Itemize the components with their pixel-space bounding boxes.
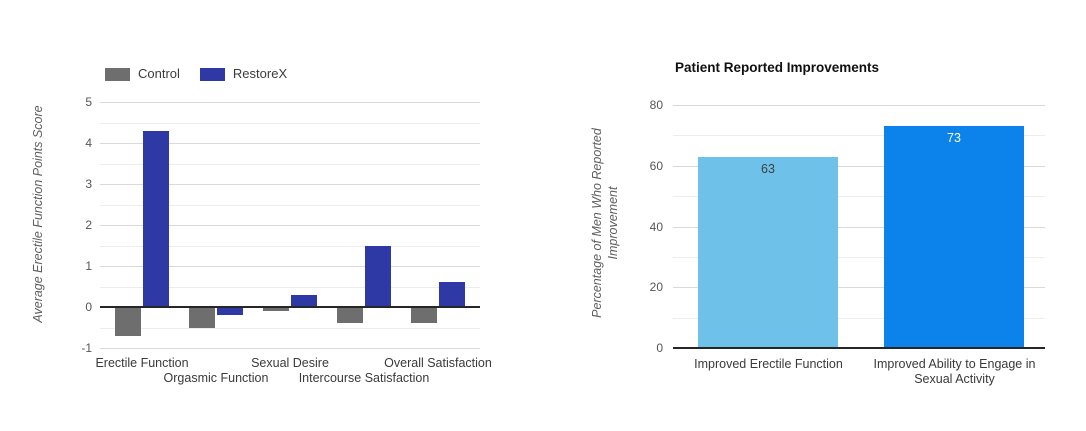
gridline-y-70 — [673, 135, 1045, 137]
y-tick-label-0: 0 — [656, 341, 663, 355]
y-tick-label-40: 40 — [649, 219, 663, 234]
x-category-label-intercourse-satisfaction: Intercourse Satisfaction — [298, 371, 430, 385]
x-category-label-orgasmic-function: Orgasmic Function — [163, 371, 269, 385]
x-category-label-improved-erectile-function: Improved Erectile Function — [694, 357, 843, 371]
bar-restorex-sexual-desire — [291, 294, 317, 307]
x-category-label-erectile-function: Erectile Function — [95, 356, 189, 370]
y-tick-label-1: 1 — [85, 259, 92, 273]
y-tick-label-3: 3 — [85, 177, 92, 191]
bar-value-label-improved-ability-to-engage-in-sexual-activity: 73 — [947, 131, 961, 146]
y-tick-label-60: 60 — [649, 158, 663, 173]
gridline-y-4.5 — [100, 122, 480, 124]
gridline-y-5 — [100, 102, 480, 103]
gridline-y-50 — [673, 196, 1045, 198]
bar-control-intercourse-satisfaction — [337, 307, 363, 324]
y-tick-label-20: 20 — [649, 280, 663, 295]
bar-improved-ability-to-engage-in-sexual-activity — [884, 126, 1024, 348]
legend-item-control: Control — [105, 66, 180, 82]
x-category-label-overall-satisfaction: Overall Satisfaction — [384, 356, 492, 370]
gridline-y-1 — [100, 266, 480, 267]
y-tick-label-2: 2 — [85, 218, 92, 232]
y-tick-label-5: 5 — [85, 95, 92, 109]
y-tick-label-80: 80 — [649, 98, 663, 112]
y-tick-label--1: -1 — [81, 341, 92, 355]
patient-improvements-chart: Patient Reported Improvements Percentage… — [543, 0, 1086, 431]
legend-item-restorex: RestoreX — [199, 66, 288, 82]
bar-restorex-overall-satisfaction — [439, 282, 465, 307]
gridline-y-4 — [100, 143, 480, 144]
bar-value-label-improved-erectile-function: 63 — [761, 161, 775, 176]
bar-control-sexual-desire — [263, 307, 289, 312]
gridline-y-0.5 — [100, 286, 480, 288]
bar-control-erectile-function — [115, 307, 141, 336]
gridline-y-10 — [673, 317, 1045, 319]
gridline-y-1.5 — [100, 245, 480, 247]
x-category-label-improved-ability-to-engage-in-sexual-activity: Improved Ability to Engage in Sexual Act… — [873, 357, 1036, 386]
legend-label-restorex: RestoreX — [232, 66, 288, 81]
gridline-y-2.5 — [100, 204, 480, 206]
bar-improved-erectile-function — [698, 156, 838, 348]
legend: Control RestoreX — [105, 66, 287, 82]
x-category-label-sexual-desire: Sexual Desire — [251, 356, 329, 370]
y-tick-label-0: 0 — [85, 300, 92, 314]
bar-control-orgasmic-function — [189, 307, 215, 328]
plot-area-left: -1 0 1 2 3 4 5 Erectile Function Orgasmic Functi… — [81, 95, 492, 385]
x-axis-baseline — [673, 347, 1045, 349]
gridline-y-3.5 — [100, 163, 480, 165]
gridline-y-3 — [100, 184, 480, 185]
bar-restorex-erectile-function — [143, 130, 169, 307]
control-color-swatch — [105, 67, 130, 81]
bar-restorex-orgasmic-function — [217, 307, 243, 316]
gridline-y--1 — [100, 348, 480, 349]
gridline-y-40 — [673, 226, 1045, 228]
chart-title: Patient Reported Improvements — [675, 60, 880, 75]
gridline-y-80 — [673, 105, 1045, 106]
iief-score-change-chart: Control RestoreX Average Erectile Functi… — [31, 66, 492, 385]
gridline-y-30 — [673, 256, 1045, 258]
restorex-color-swatch — [199, 67, 225, 81]
gridline-y-60 — [673, 165, 1045, 167]
gridline-y--0.5 — [100, 327, 480, 329]
bar-restorex-intercourse-satisfaction — [365, 245, 391, 307]
gridline-y-20 — [673, 287, 1045, 289]
bar-control-overall-satisfaction — [411, 307, 437, 324]
y-tick-label-4: 4 — [85, 136, 92, 150]
gridline-y-2 — [100, 225, 480, 226]
x-axis-zero-line — [100, 306, 480, 308]
legend-label-control: Control — [138, 66, 180, 81]
